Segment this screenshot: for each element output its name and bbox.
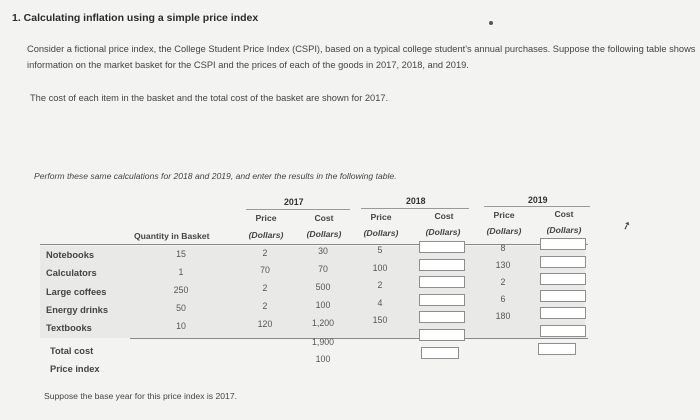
instruction-text: Perform these same calculations for 2018… [34,171,397,181]
price-header-2018: Price [370,212,392,222]
bullet-dot [489,21,493,25]
cost-2019-input-textbooks[interactable] [540,307,586,319]
index-2017-cell: 100 [315,354,331,364]
price-index-2019-input[interactable] [538,343,576,355]
price-2019-cell: 130 [495,260,511,270]
base-year-note: Suppose the base year for this price ind… [44,391,237,401]
row-label-energy-drinks: Energy drinks [46,305,109,315]
year-2019-header: 2019 [528,195,548,205]
total-cost-2019-input[interactable] [540,325,586,337]
price-2019-cell: 2 [500,277,506,287]
price-2018-cell: 5 [377,245,383,255]
price-2019-cell: 6 [500,294,506,304]
row-label-large-coffees: Large coffees [46,287,107,297]
price-index-2018-input[interactable] [421,347,459,359]
total-2017-cell: 1,900 [311,337,334,347]
cost-dollars-2019: (Dollars) [546,225,582,235]
cost-header-2019: Cost [554,209,574,219]
price-dollars-2017: (Dollars) [248,230,284,240]
cost-2019-input-energy-drinks[interactable] [540,290,586,302]
cost-2017-cell: 100 [315,300,331,310]
quantity-cell: 250 [173,285,189,295]
cursor-arrow-icon: ➚ [620,218,634,234]
price-2019-cell: 8 [500,243,506,253]
cost-dollars-2018: (Dollars) [425,227,461,237]
price-header-2019: Price [493,210,515,220]
cost-2019-input-calculators[interactable] [540,256,586,268]
price-2018-cell: 150 [372,315,388,325]
cost-2019-input-notebooks[interactable] [540,238,586,250]
total-cost-2018-input[interactable] [419,329,465,341]
quantity-header: Quantity in Basket [134,231,210,241]
price-dollars-2019: (Dollars) [486,226,522,236]
cost-2018-input-textbooks[interactable] [419,311,465,323]
year-2018-rule [361,208,469,209]
row-label-total-cost: Total cost [50,346,94,356]
row-label-price-index: Price index [50,364,100,374]
header-rule [40,244,588,245]
quantity-cell: 50 [176,303,186,313]
cost-2017-cell: 1,200 [311,318,334,328]
cost-header-2017: Cost [314,213,334,223]
price-2017-cell: 2 [262,248,268,258]
price-2017-cell: 120 [257,319,273,329]
cost-2018-input-energy-drinks[interactable] [419,294,465,306]
year-2017-rule [246,209,350,210]
price-2019-cell: 180 [495,311,511,321]
cost-dollars-2017: (Dollars) [306,229,342,239]
intro-text: Consider a fictional price index, the Co… [27,44,696,70]
row-label-calculators: Calculators [46,268,97,278]
cost-note-text: The cost of each item in the basket and … [30,93,389,103]
price-header-2017: Price [255,213,277,223]
year-2019-rule [484,206,590,207]
price-2017-cell: 70 [260,265,270,275]
quantity-cell: 10 [176,321,186,331]
year-2018-header: 2018 [406,196,426,206]
year-2017-header: 2017 [284,197,304,207]
quantity-cell: 15 [176,249,186,259]
cost-2019-input-large-coffees[interactable] [540,273,586,285]
price-dollars-2018: (Dollars) [363,228,399,238]
table-body-background [40,246,585,338]
cost-2018-input-notebooks[interactable] [419,241,465,253]
price-2018-cell: 2 [377,280,383,290]
cost-2017-cell: 30 [318,246,328,256]
price-2017-cell: 2 [262,283,268,293]
totals-rule [130,338,588,339]
price-2018-cell: 100 [372,263,388,273]
cost-2018-input-large-coffees[interactable] [419,276,465,288]
row-label-notebooks: Notebooks [46,250,95,260]
cost-2018-input-calculators[interactable] [419,259,465,271]
price-2018-cell: 4 [377,298,383,308]
cost-2017-cell: 500 [315,282,331,292]
quantity-cell: 1 [178,267,184,277]
price-2017-cell: 2 [262,301,268,311]
question-title: 1. Calculating inflation using a simple … [12,12,259,24]
cost-2017-cell: 70 [318,264,328,274]
row-label-textbooks: Textbooks [46,323,92,333]
cost-header-2018: Cost [434,211,454,221]
